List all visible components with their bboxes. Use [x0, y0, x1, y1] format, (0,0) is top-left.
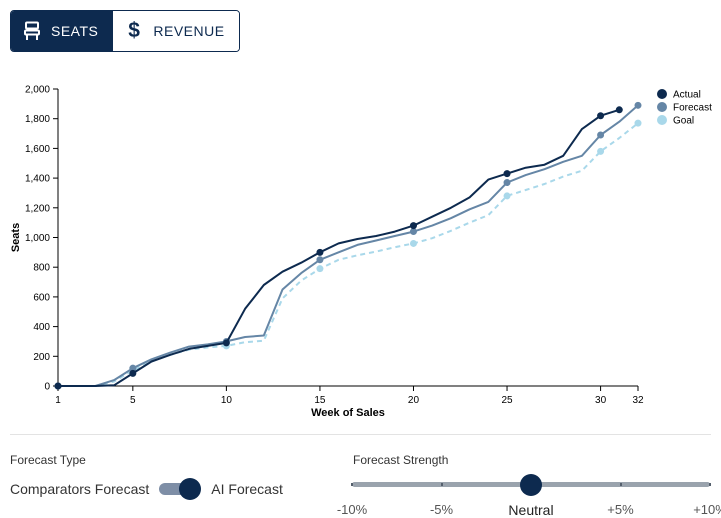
forecast-type-row: Comparators Forecast AI Forecast — [10, 478, 283, 500]
legend-label-actual: Actual — [673, 90, 701, 101]
ai-forecast-option[interactable]: AI Forecast — [211, 481, 283, 497]
y-tick-label: 2,000 — [25, 85, 50, 96]
y-tick-label: 1,200 — [25, 203, 50, 214]
y-tick-label: 0 — [44, 382, 50, 393]
x-tick-label: 25 — [501, 395, 513, 406]
y-tick-label: 200 — [33, 352, 50, 363]
slider-tick — [709, 483, 711, 486]
data-point-actual — [129, 369, 137, 377]
forecast-strength-slider[interactable] — [351, 474, 711, 496]
data-point-forecast — [409, 228, 417, 236]
legend-marker-actual — [657, 89, 667, 99]
strength-option-label[interactable]: +5% — [607, 502, 634, 517]
comparators-forecast-option[interactable]: Comparators Forecast — [10, 481, 150, 497]
data-point-actual — [222, 339, 230, 347]
data-point-actual — [54, 382, 62, 390]
series-line-forecast — [58, 104, 639, 387]
x-tick-label: 30 — [595, 395, 607, 406]
series-line-actual — [58, 108, 620, 387]
y-tick-label: 1,600 — [25, 144, 50, 155]
y-tick-label: 1,800 — [25, 114, 50, 125]
data-point-actual — [409, 222, 417, 230]
data-point-forecast — [316, 256, 324, 264]
data-point-actual — [316, 248, 324, 256]
data-point-forecast — [129, 364, 137, 372]
seats-chart: 0 200 400 600 800 1,000 1,200 1,400 1,600 1,800 2,… — [10, 85, 712, 420]
data-point-forecast — [503, 179, 511, 187]
slider-tick — [619, 483, 622, 486]
x-tick-label: 10 — [221, 395, 233, 406]
x-tick-label: 5 — [130, 395, 136, 406]
data-point-forecast — [597, 131, 605, 139]
slider-tick — [440, 483, 443, 486]
metric-toggle: SEATS $ REVENUE — [10, 10, 240, 52]
y-tick-label: 800 — [33, 263, 50, 274]
legend-label-goal: Goal — [673, 116, 694, 127]
section-divider — [10, 434, 711, 435]
x-tick-label: 20 — [408, 395, 420, 406]
data-point-goal — [316, 265, 324, 273]
seats-label: SEATS — [51, 23, 99, 39]
data-point-goal — [597, 147, 605, 155]
legend-marker-forecast — [657, 102, 667, 112]
x-tick-label: 1 — [55, 395, 61, 406]
y-tick-label: 400 — [33, 322, 50, 333]
x-axis-title: Week of Sales — [311, 407, 385, 419]
data-point-goal — [409, 239, 417, 247]
strength-option-label[interactable]: -10% — [336, 502, 368, 517]
y-tick-label: 1,000 — [25, 233, 50, 244]
data-point-goal — [634, 119, 642, 127]
revenue-label: REVENUE — [153, 23, 225, 39]
forecast-type-switch[interactable] — [159, 478, 203, 500]
x-tick-label: 15 — [314, 395, 326, 406]
strength-option-label[interactable]: +10% — [693, 502, 721, 517]
data-point-actual — [615, 106, 623, 114]
x-tick-label: 32 — [632, 395, 644, 406]
strength-option-label[interactable]: -5% — [429, 502, 454, 517]
switch-knob[interactable] — [179, 478, 202, 500]
revenue-button[interactable]: $ REVENUE — [112, 11, 239, 51]
legend-marker-goal — [657, 115, 667, 125]
slider-thumb[interactable] — [520, 474, 542, 496]
forecast-strength-label: Forecast Strength — [353, 453, 449, 467]
y-axis-title: Seats — [10, 223, 22, 252]
slider-tick — [351, 483, 353, 486]
data-point-goal — [503, 192, 511, 200]
y-tick-label: 1,400 — [25, 174, 50, 185]
forecast-type-label: Forecast Type — [10, 453, 86, 467]
y-tick-label: 600 — [33, 292, 50, 303]
seat-icon — [23, 21, 41, 41]
dollar-icon: $ — [128, 19, 141, 42]
legend-label-forecast: Forecast — [673, 103, 712, 114]
data-point-forecast — [634, 101, 642, 109]
strength-option-label[interactable]: Neutral — [508, 502, 554, 518]
data-point-actual — [597, 112, 605, 120]
seats-button[interactable]: SEATS — [11, 11, 113, 51]
data-point-actual — [503, 170, 511, 178]
